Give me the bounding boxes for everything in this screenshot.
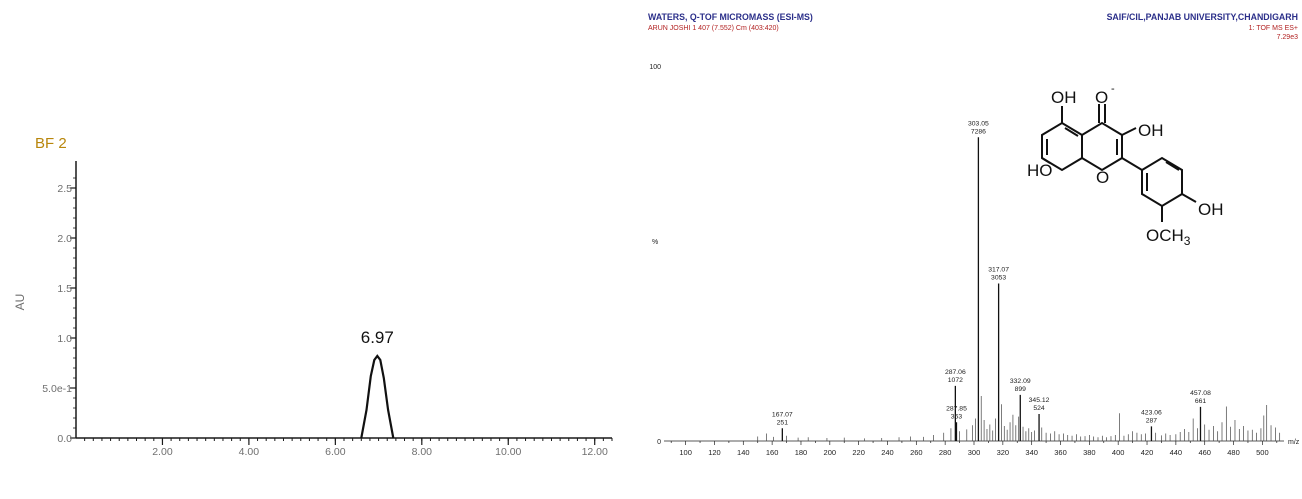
y-axis-label: AU <box>13 294 27 311</box>
y-axis-label: % <box>652 239 658 246</box>
peak-mz-label: 457.08 <box>1190 390 1211 397</box>
header-right-subtitle-1: 1: TOF MS ES+ <box>1249 25 1298 32</box>
y-tick-label: 0 <box>657 439 661 446</box>
atom-label: - <box>1111 83 1115 95</box>
peak-intensity-label: 1072 <box>948 377 963 384</box>
atom-label: O <box>1095 88 1108 107</box>
x-tick-label: 120 <box>708 448 721 457</box>
chromatogram-series <box>360 354 395 439</box>
mass-spectrum-panel: WATERS, Q-TOF MICROMASS (ESI-MS) ARUN JO… <box>648 12 1300 457</box>
peak-intensity-label: 524 <box>1033 405 1045 412</box>
y-tick-label: 1.5 <box>57 283 72 295</box>
x-tick-label: 100 <box>679 448 692 457</box>
x-tick-label: 6.00 <box>325 446 346 458</box>
x-tick-label: 460 <box>1198 448 1211 457</box>
y-tick-label: 100 <box>649 64 661 71</box>
ring-a-double-bond <box>1064 127 1079 137</box>
peak-intensity-label: 251 <box>777 419 789 426</box>
x-tick-label: 360 <box>1054 448 1067 457</box>
x-tick-label: 140 <box>737 448 750 457</box>
atom-label: OH <box>1198 200 1224 219</box>
peak-mz-label: 345.12 <box>1029 397 1050 404</box>
y-tick-label: 5.0e-1 <box>42 383 72 395</box>
x-tick-label: 380 <box>1083 448 1096 457</box>
chromatogram-panel: BF 2 AU 0.0 5.0e-1 1.0 1.5 2.0 2.5 2.00 4.00 6.… <box>13 135 613 458</box>
peak-label: 6.97 <box>361 328 394 347</box>
x-tick-label: 200 <box>824 448 837 457</box>
x-tick-label: 4.00 <box>239 446 260 458</box>
peak-mz-label: 287.85 <box>946 405 967 412</box>
y-tick-label: 1.0 <box>57 333 72 345</box>
atom-label: OCH3 <box>1146 226 1191 248</box>
x-tick-label: 240 <box>881 448 894 457</box>
x-tick-label: 10.00 <box>495 446 521 458</box>
header-left-title: WATERS, Q-TOF MICROMASS (ESI-MS) <box>648 12 813 22</box>
peak-trace <box>360 354 395 439</box>
oh-bond <box>1121 127 1137 136</box>
peak-mz-label: 167.07 <box>772 411 793 418</box>
x-tick-label: 300 <box>968 448 981 457</box>
atom-label: OH <box>1138 121 1164 140</box>
header-right-subtitle-2: 7.29e3 <box>1277 34 1299 41</box>
x-axis-label: m/z <box>1288 439 1300 446</box>
atom-label: HO <box>1027 161 1053 180</box>
x-tick-label: 260 <box>910 448 923 457</box>
peak-intensity-label: 287 <box>1146 417 1158 424</box>
minor-peaks <box>757 396 1281 441</box>
x-tick-label: 8.00 <box>412 446 433 458</box>
x-tick-label: 340 <box>1025 448 1038 457</box>
x-ticks: 100 120 140 160 180 200 220 240 260 280 300 320 340 3… <box>670 441 1278 457</box>
x-tick-label: 420 <box>1141 448 1154 457</box>
ring-b-link <box>1121 157 1143 171</box>
atom-label: O <box>1096 168 1109 187</box>
peak-mz-label: 423.06 <box>1141 409 1162 416</box>
x-tick-label: 440 <box>1170 448 1183 457</box>
peak-intensity-label: 7286 <box>971 128 986 135</box>
x-tick-label: 12.00 <box>582 446 608 458</box>
y-tick-label: 2.5 <box>57 183 72 195</box>
x-tick-label: 320 <box>997 448 1010 457</box>
molecular-structure <box>1041 104 1197 222</box>
peak-intensity-label: 363 <box>951 413 963 420</box>
header-right-title: SAIF/CIL,PANJAB UNIVERSITY,CHANDIGARH <box>1107 12 1298 22</box>
y-tick-label: 2.0 <box>57 233 72 245</box>
x-tick-label: 500 <box>1256 448 1269 457</box>
peak-mz-label: 332.09 <box>1010 378 1031 385</box>
header-left-subtitle: ARUN JOSHI 1 407 (7.552) Cm (403:420) <box>648 25 779 32</box>
x-ticks: 2.00 4.00 6.00 8.00 10.00 12.00 <box>84 438 613 458</box>
peak-intensity-label: 3053 <box>991 275 1006 282</box>
y-tick-label: 0.0 <box>57 433 72 445</box>
x-tick-label: 160 <box>766 448 779 457</box>
ho-bond <box>1041 157 1051 164</box>
peak-intensity-label: 899 <box>1015 386 1027 393</box>
oh-bond <box>1181 193 1197 203</box>
x-tick-label: 2.00 <box>152 446 173 458</box>
ring-b-double-bond <box>1165 161 1180 171</box>
ring-c <box>1081 121 1123 172</box>
x-tick-label: 280 <box>939 448 952 457</box>
x-tick-label: 480 <box>1227 448 1240 457</box>
x-tick-label: 400 <box>1112 448 1125 457</box>
x-tick-label: 220 <box>852 448 865 457</box>
peak-mz-label: 287.06 <box>945 369 966 376</box>
x-tick-label: 180 <box>795 448 808 457</box>
panel-label: BF 2 <box>35 135 67 152</box>
structure-labels: OH O - OH HO O OH OCH3 <box>1027 83 1224 248</box>
y-ticks: 0.0 5.0e-1 1.0 1.5 2.0 2.5 <box>42 177 76 445</box>
atom-label: OH <box>1051 88 1077 107</box>
peak-mz-label: 317.07 <box>988 267 1009 274</box>
peak-mz-label: 303.05 <box>968 120 989 127</box>
peak-intensity-label: 661 <box>1195 398 1207 405</box>
y-ticks: 0 100 <box>649 64 661 446</box>
